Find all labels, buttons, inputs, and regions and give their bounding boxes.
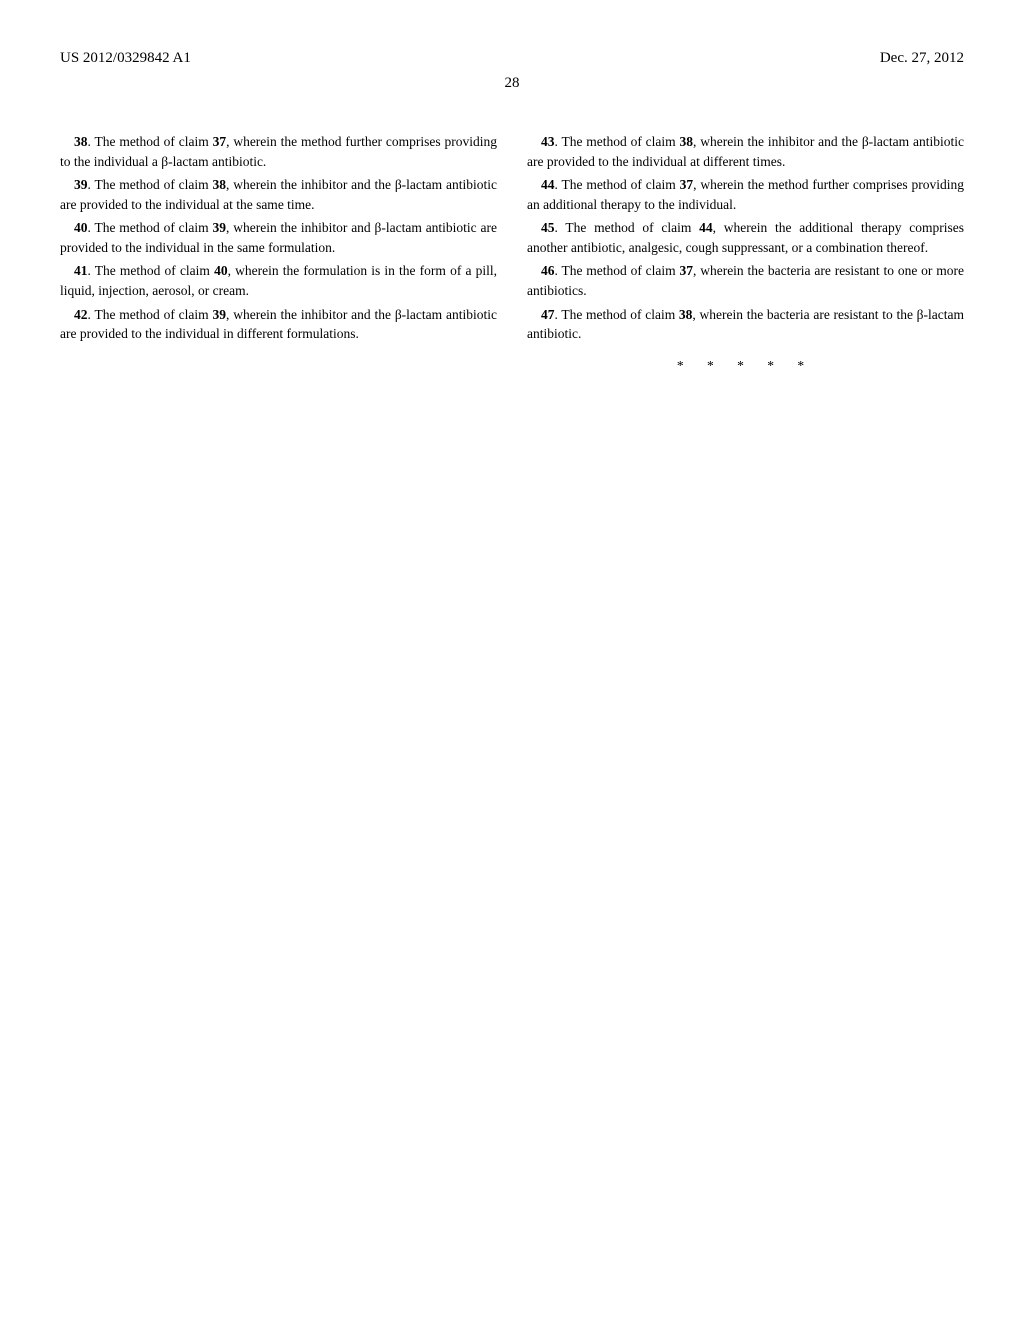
publication-date: Dec. 27, 2012 [880,50,964,67]
claim-42: 42. The method of claim 39, wherein the … [60,305,497,344]
claim-ref: 37 [680,177,694,192]
end-marker: * * * * * [527,356,964,376]
claim-38: 38. The method of claim 37, wherein the … [60,132,497,171]
claim-text: . The method of claim [88,263,215,278]
claim-ref: 38 [680,134,694,149]
publication-number: US 2012/0329842 A1 [60,50,191,67]
claims-content: 38. The method of claim 37, wherein the … [60,132,964,375]
claim-text: . The method of claim [555,220,700,235]
claim-41: 41. The method of claim 40, wherein the … [60,261,497,300]
claim-39: 39. The method of claim 38, wherein the … [60,175,497,214]
claim-47: 47. The method of claim 38, wherein the … [527,305,964,344]
claim-ref: 38 [679,307,693,322]
claim-ref: 39 [213,220,227,235]
claim-43: 43. The method of claim 38, wherein the … [527,132,964,171]
claim-46: 46. The method of claim 37, wherein the … [527,261,964,300]
claim-ref: 40 [214,263,228,278]
claim-number: 42 [74,307,88,322]
claim-ref: 38 [213,177,227,192]
claim-text: . The method of claim [555,177,680,192]
claim-number: 40 [74,220,88,235]
claim-number: 45 [541,220,555,235]
claim-ref: 37 [680,263,694,278]
claim-45: 45. The method of claim 44, wherein the … [527,218,964,257]
claim-ref: 44 [699,220,713,235]
claim-number: 39 [74,177,88,192]
claim-text: . The method of claim [88,177,213,192]
claim-ref: 39 [213,307,227,322]
claim-text: . The method of claim [88,134,213,149]
claim-number: 46 [541,263,555,278]
claim-number: 47 [541,307,555,322]
page-header: US 2012/0329842 A1 Dec. 27, 2012 [60,50,964,67]
claim-40: 40. The method of claim 39, wherein the … [60,218,497,257]
claim-number: 41 [74,263,88,278]
claim-ref: 37 [213,134,227,149]
claim-text: . The method of claim [88,307,213,322]
claim-text: . The method of claim [88,220,213,235]
claim-number: 38 [74,134,88,149]
claim-number: 44 [541,177,555,192]
claim-text: . The method of claim [555,307,679,322]
claim-44: 44. The method of claim 37, wherein the … [527,175,964,214]
claim-text: . The method of claim [555,134,680,149]
claim-text: . The method of claim [555,263,680,278]
claim-number: 43 [541,134,555,149]
page-number: 28 [60,75,964,92]
